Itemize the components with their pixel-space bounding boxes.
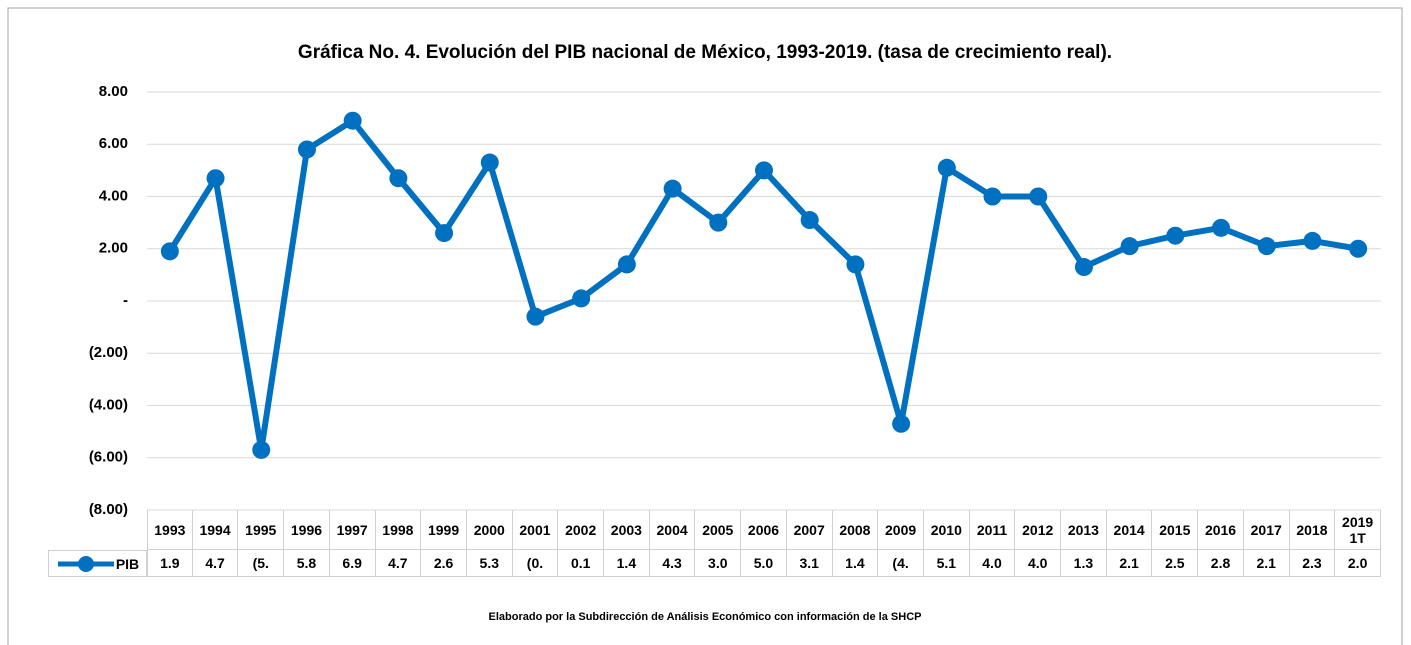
x-tick-label: 1996 <box>284 510 330 550</box>
data-point <box>1166 226 1185 245</box>
x-tick-label: 2014 <box>1106 510 1153 550</box>
data-label: (5. <box>238 550 285 577</box>
data-point <box>846 255 865 274</box>
x-tick-label: 2008 <box>832 510 879 550</box>
data-point <box>663 179 682 198</box>
x-tick-label: 2019 1T <box>1335 510 1381 550</box>
y-tick-label: (4.00) <box>89 396 128 413</box>
data-label: 2.6 <box>421 550 467 577</box>
data-point <box>1212 218 1231 237</box>
legend-key <box>57 555 114 572</box>
data-label: 2.3 <box>1289 550 1336 577</box>
x-tick-label: 2003 <box>604 510 650 550</box>
data-point <box>526 307 545 326</box>
x-tick-label: 2001 <box>512 510 559 550</box>
x-tick-label: 2009 <box>878 510 924 550</box>
chart-border <box>7 7 1403 645</box>
data-point <box>252 440 271 459</box>
legend-marker <box>77 555 94 572</box>
data-label: 6.9 <box>329 550 376 577</box>
x-tick-label: 2018 <box>1289 510 1336 550</box>
x-tick-label: 2012 <box>1015 510 1062 550</box>
data-label: 2.1 <box>1243 550 1290 577</box>
y-tick-label: 8.00 <box>99 83 128 100</box>
data-label: 3.0 <box>695 550 742 577</box>
data-point <box>297 140 316 159</box>
data-label: 1.3 <box>1061 550 1107 577</box>
y-tick-label: (8.00) <box>89 501 128 518</box>
data-point <box>983 187 1002 206</box>
data-point <box>572 289 591 308</box>
x-tick-label: 2017 <box>1243 510 1290 550</box>
table-border: PIB <box>48 550 147 577</box>
x-tick-label: 1995 <box>238 510 285 550</box>
data-label: 2.0 <box>1335 550 1381 577</box>
y-tick-label: 6.00 <box>99 135 128 152</box>
x-tick-label: 1999 <box>421 510 467 550</box>
x-tick-label: 2015 <box>1152 510 1199 550</box>
y-tick-label: 4.00 <box>99 187 128 204</box>
x-tick-label: 2013 <box>1061 510 1107 550</box>
data-point <box>892 414 911 433</box>
data-point <box>389 169 408 188</box>
data-label: 0.1 <box>558 550 605 577</box>
data-point <box>937 158 956 177</box>
x-tick-label: 1993 <box>147 510 193 550</box>
data-label: 5.3 <box>466 550 513 577</box>
data-label: 2.5 <box>1152 550 1199 577</box>
data-label: 2.8 <box>1198 550 1244 577</box>
legend-label: PIB <box>115 555 140 572</box>
data-point <box>617 255 636 274</box>
x-tick-label: 2006 <box>741 510 787 550</box>
x-tick-label: 2000 <box>466 510 513 550</box>
x-tick-label: 1997 <box>329 510 376 550</box>
data-point <box>1074 258 1093 277</box>
data-label: 4.0 <box>1015 550 1062 577</box>
data-point <box>1029 187 1048 206</box>
data-point <box>480 153 499 172</box>
data-point <box>1349 239 1368 258</box>
y-tick-label: 2.00 <box>99 240 128 257</box>
data-label: 5.0 <box>741 550 787 577</box>
data-point <box>1257 237 1276 256</box>
data-label: (0. <box>512 550 559 577</box>
data-label: 3.1 <box>786 550 833 577</box>
data-label: 4.0 <box>969 550 1016 577</box>
data-point <box>1120 237 1139 256</box>
data-label: 4.3 <box>649 550 696 577</box>
data-point <box>206 169 225 188</box>
y-tick-label: (2.00) <box>89 344 128 361</box>
x-tick-label: 2011 <box>969 510 1016 550</box>
data-label: 2.1 <box>1106 550 1153 577</box>
footnote: Elaborado por la Subdirección de Análisi… <box>489 611 922 623</box>
data-point <box>343 111 362 130</box>
x-tick-label: 1994 <box>192 510 239 550</box>
y-tick-label: - <box>123 292 128 309</box>
x-tick-label: 2010 <box>923 510 970 550</box>
data-label: 1.4 <box>604 550 650 577</box>
data-label: 4.7 <box>192 550 239 577</box>
x-tick-label: 2002 <box>558 510 605 550</box>
data-label: 1.4 <box>832 550 879 577</box>
data-label: 4.7 <box>375 550 422 577</box>
data-point <box>1303 231 1322 250</box>
data-point <box>709 213 728 232</box>
data-point <box>435 224 454 243</box>
data-label: 5.8 <box>284 550 330 577</box>
x-tick-label: 2004 <box>649 510 696 550</box>
data-point <box>755 161 773 180</box>
data-label: 1.9 <box>147 550 193 577</box>
x-tick-label: 2005 <box>695 510 742 550</box>
data-label: 5.1 <box>923 550 970 577</box>
x-tick-label: 2007 <box>786 510 833 550</box>
data-point <box>800 211 819 230</box>
x-tick-label: 1998 <box>375 510 422 550</box>
x-tick-label: 2016 <box>1198 510 1244 550</box>
chart-title: Gráfica No. 4. Evolución del PIB naciona… <box>298 42 1112 63</box>
data-point <box>160 242 179 261</box>
y-tick-label: (6.00) <box>89 449 128 466</box>
data-label: (4. <box>878 550 924 577</box>
